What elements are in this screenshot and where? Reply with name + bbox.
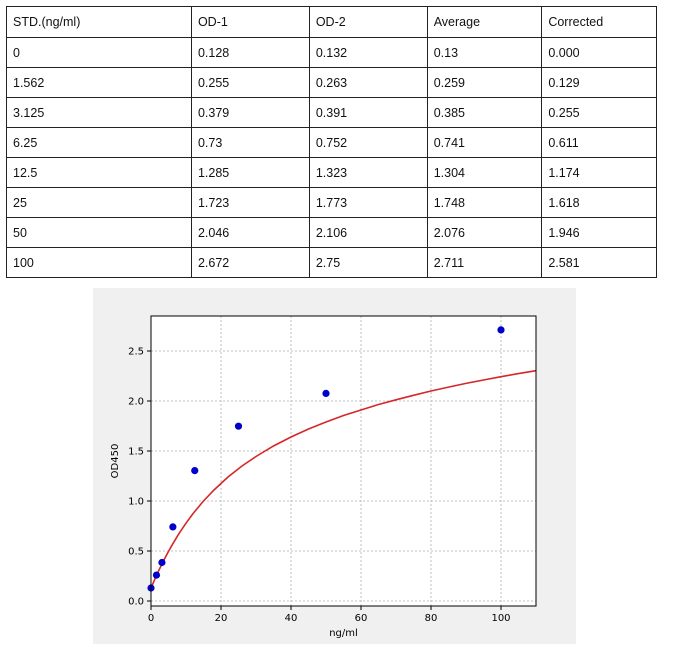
data-point: [191, 467, 199, 475]
cell-corrected: 1.174: [541, 157, 657, 188]
cell-std: 12.5: [6, 157, 192, 188]
cell-od1: 2.046: [190, 217, 310, 248]
y-tick-label: 2.5: [128, 347, 144, 358]
cell-average: 0.385: [426, 97, 543, 128]
cell-od2: 0.132: [308, 37, 428, 68]
cell-od2: 1.323: [308, 157, 428, 188]
x-tick-label: 80: [425, 613, 438, 624]
table-row: 3.125 0.379 0.391 0.385 0.255: [6, 97, 657, 128]
cell-average: 2.076: [426, 217, 543, 248]
y-tick-label: 1.5: [128, 447, 144, 458]
cell-od2: 0.263: [308, 67, 428, 98]
cell-corrected: 0.611: [541, 127, 657, 158]
y-axis-label: OD450: [110, 444, 121, 479]
cell-od2: 0.752: [308, 127, 428, 158]
cell-od1: 2.672: [190, 247, 310, 278]
x-tick-label: 0: [148, 613, 154, 624]
cell-corrected: 0.129: [541, 67, 657, 98]
cell-average: 1.304: [426, 157, 543, 188]
table-row: 12.5 1.285 1.323 1.304 1.174: [6, 157, 657, 188]
x-tick-label: 60: [355, 613, 368, 624]
cell-od1: 0.255: [190, 67, 310, 98]
cell-corrected: 1.618: [541, 187, 657, 218]
cell-od1: 0.73: [190, 127, 310, 158]
y-tick-label: 2.0: [128, 397, 144, 408]
header-corrected: Corrected: [541, 6, 657, 38]
cell-std: 3.125: [6, 97, 192, 128]
standard-table: STD.(ng/ml) OD-1 OD-2 Average Corrected …: [6, 6, 657, 278]
table-header-row: STD.(ng/ml) OD-1 OD-2 Average Corrected: [6, 6, 657, 38]
x-tick-label: 20: [215, 613, 228, 624]
grid-lines: [150, 316, 536, 606]
data-points: [147, 326, 505, 592]
cell-std: 0: [6, 37, 192, 68]
cell-corrected: 1.946: [541, 217, 657, 248]
cell-std: 100: [6, 247, 192, 278]
axis-ticks: 0 20 40 60 80 100 0.0 0.5 1.0 1.5 2.0 2.5: [128, 347, 510, 625]
x-axis-label: ng/ml: [329, 628, 358, 639]
data-point: [322, 389, 330, 397]
cell-od2: 2.75: [308, 247, 428, 278]
standard-curve-chart: 0 20 40 60 80 100 0.0 0.5 1.0 1.5 2.0 2.5 ng/ml OD4…: [93, 288, 576, 644]
header-std: STD.(ng/ml): [6, 6, 192, 38]
data-point: [169, 523, 177, 531]
cell-std: 6.25: [6, 127, 192, 158]
table-row: 100 2.672 2.75 2.711 2.581: [6, 247, 657, 278]
cell-average: 0.741: [426, 127, 543, 158]
x-tick-label: 100: [491, 613, 510, 624]
cell-std: 1.562: [6, 67, 192, 98]
x-tick-label: 40: [285, 613, 298, 624]
table-row: 1.562 0.255 0.263 0.259 0.129: [6, 67, 657, 98]
y-tick-label: 1.0: [128, 497, 144, 508]
data-point: [152, 571, 161, 579]
fitted-curve-line: [150, 369, 537, 589]
table-row: 50 2.046 2.106 2.076 1.946: [6, 217, 657, 248]
y-tick-label: 0.0: [128, 597, 144, 608]
cell-od1: 1.723: [190, 187, 310, 218]
plot-area: [151, 316, 536, 606]
cell-od2: 2.106: [308, 217, 428, 248]
cell-std: 50: [6, 217, 192, 248]
header-od2: OD-2: [308, 6, 428, 38]
plot-frame: [150, 315, 537, 607]
data-point: [497, 326, 505, 334]
chart-svg: 0 20 40 60 80 100 0.0 0.5 1.0 1.5 2.0 2.5 ng/ml OD4…: [110, 315, 537, 639]
header-od1: OD-1: [190, 6, 310, 38]
table-row: 25 1.723 1.773 1.748 1.618: [6, 187, 657, 218]
cell-average: 1.748: [426, 187, 543, 218]
header-average: Average: [426, 6, 543, 38]
cell-corrected: 2.581: [541, 247, 657, 278]
cell-std: 25: [6, 187, 192, 218]
cell-average: 0.13: [426, 37, 543, 68]
table-row: 6.25 0.73 0.752 0.741 0.611: [6, 127, 657, 158]
cell-corrected: 0.000: [541, 37, 657, 68]
cell-od1: 0.379: [190, 97, 310, 128]
cell-od1: 1.285: [190, 157, 310, 188]
cell-od2: 1.773: [308, 187, 428, 218]
cell-corrected: 0.255: [541, 97, 657, 128]
table-row: 0 0.128 0.132 0.13 0.000: [6, 37, 657, 68]
cell-od2: 0.391: [308, 97, 428, 128]
y-tick-label: 0.5: [128, 547, 144, 558]
data-point: [234, 422, 243, 430]
cell-od1: 0.128: [190, 37, 310, 68]
data-point: [158, 558, 166, 567]
cell-average: 0.259: [426, 67, 543, 98]
cell-average: 2.711: [426, 247, 543, 278]
